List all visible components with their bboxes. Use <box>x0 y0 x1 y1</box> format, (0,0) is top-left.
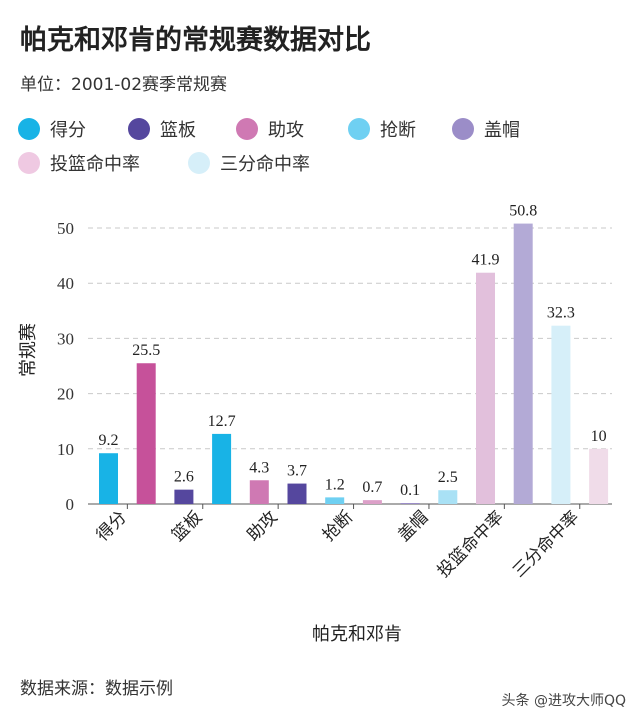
data-label: 0.7 <box>362 479 382 496</box>
x-axis-title: 帕克和邓肯 <box>312 624 402 645</box>
bar <box>400 503 420 504</box>
bar <box>136 363 156 504</box>
legend-item-5: 盖帽 <box>452 116 520 142</box>
y-tick-label: 20 <box>57 385 74 404</box>
bar <box>174 489 194 504</box>
bar <box>589 448 609 504</box>
legend-swatch <box>188 152 210 174</box>
data-label: 12.7 <box>208 413 236 430</box>
legend-swatch <box>348 118 370 140</box>
bar <box>287 483 307 504</box>
legend-label: 三分命中率 <box>220 154 310 175</box>
legend-swatch <box>452 118 474 140</box>
legend-item-3: 助攻 <box>236 116 304 142</box>
legend-swatch <box>236 118 258 140</box>
legend-label: 抢断 <box>380 120 416 141</box>
x-tick-label: 抢断 <box>319 507 357 545</box>
y-tick-label: 0 <box>66 495 75 514</box>
y-tick-label: 50 <box>57 219 74 238</box>
data-label: 9.2 <box>99 432 119 449</box>
legend-item-7: 三分命中率 <box>188 150 310 176</box>
x-tick-label: 篮板 <box>168 507 206 545</box>
legend-label: 篮板 <box>160 120 196 141</box>
bar <box>249 480 269 504</box>
data-label: 2.5 <box>438 469 458 486</box>
bar <box>438 490 458 504</box>
bar <box>362 500 382 504</box>
bar <box>513 223 533 505</box>
chart-subtitle: 单位：2001-02赛季常规赛 <box>20 75 228 95</box>
x-tick-label: 三分命中率 <box>509 507 583 581</box>
data-label: 50.8 <box>509 203 537 220</box>
data-label: 1.2 <box>325 476 345 493</box>
legend-label: 投篮命中率 <box>50 154 140 175</box>
legend-swatch <box>128 118 150 140</box>
data-label: 41.9 <box>472 252 500 269</box>
y-tick-label: 40 <box>57 274 74 293</box>
legend-swatch <box>18 118 40 140</box>
legend-item-6: 投篮命中率 <box>18 150 140 176</box>
watermark: 头条 @进攻大师QQ <box>501 693 627 709</box>
legend-label: 助攻 <box>268 120 304 141</box>
legend-item-2: 篮板 <box>128 116 196 142</box>
data-label: 4.3 <box>249 459 269 476</box>
y-tick-label: 10 <box>57 440 74 459</box>
data-label: 0.1 <box>400 482 420 499</box>
y-axis-title: 常规赛 <box>18 323 39 377</box>
data-source-note: 数据来源：数据示例 <box>20 679 173 699</box>
x-tick-label: 盖帽 <box>394 507 432 545</box>
data-label: 2.6 <box>174 469 194 486</box>
y-tick-label: 30 <box>57 329 74 348</box>
legend-label: 盖帽 <box>484 120 520 141</box>
x-tick-label: 助攻 <box>244 507 282 545</box>
x-tick-label: 得分 <box>93 507 131 545</box>
bar <box>99 453 118 504</box>
data-label: 32.3 <box>547 305 575 322</box>
legend-label: 得分 <box>50 120 86 141</box>
data-label: 3.7 <box>287 463 307 480</box>
x-tick-label: 投篮命中率 <box>434 507 508 581</box>
legend-item-1: 得分 <box>18 116 86 142</box>
bar <box>212 433 232 504</box>
bar <box>325 497 345 504</box>
legend-item-4: 抢断 <box>348 116 416 142</box>
bar <box>551 325 571 504</box>
chart-title: 帕克和邓肯的常规赛数据对比 <box>20 25 371 56</box>
data-label: 10 <box>591 428 607 445</box>
bar <box>476 272 495 504</box>
data-label: 25.5 <box>132 342 160 359</box>
legend-swatch <box>18 152 40 174</box>
bar-chart: 0 10 20 30 40 50 9.2 25.5 2.6 12.7 4.3 3.7 1.2 0.7 0.1… <box>18 203 612 645</box>
